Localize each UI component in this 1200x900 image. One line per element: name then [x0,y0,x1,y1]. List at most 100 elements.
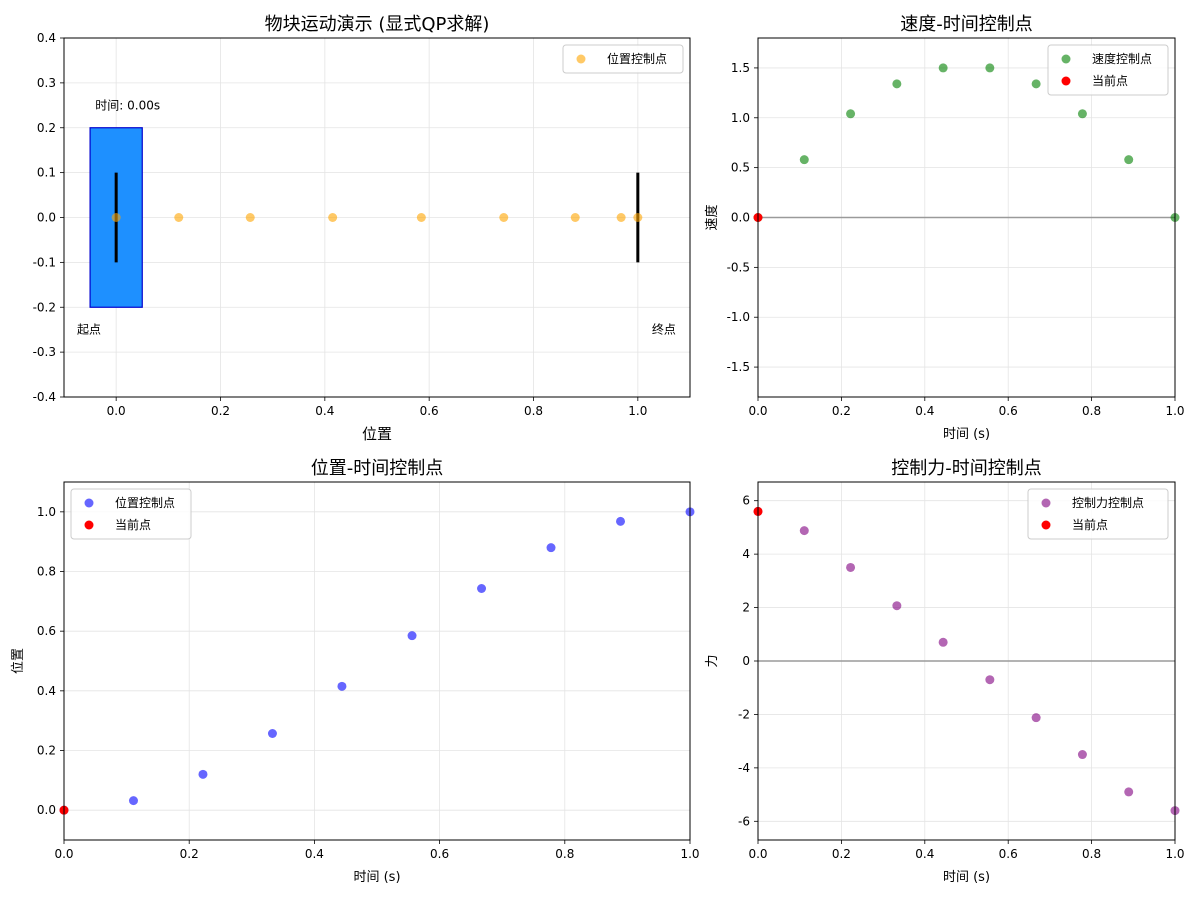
y-axis-label: 位置 [11,648,26,674]
data-point [616,213,626,222]
y-tick-label: -0.2 [33,300,56,314]
legend-marker [84,520,94,530]
y-tick-label: 0.0 [37,803,56,817]
data-point [1124,787,1134,797]
x-tick-label: 0.8 [555,847,574,861]
chart-title: 速度-时间控制点 [900,14,1033,35]
data-point [846,562,856,572]
x-tick-label: 1.0 [1165,847,1184,861]
chart-1: 0.0 0.2 0.4 0.6 0.8 1.0 -1.5 -1.0 -0.5 0.0 0.5 1.0 1… [704,14,1185,442]
data-point [328,213,338,222]
y-tick-label: -1.0 [727,310,750,324]
axes-frame [757,481,1176,841]
data-point [477,584,487,594]
data-point [938,637,948,647]
data-point [892,79,902,89]
y-tick-label: 6 [742,494,750,508]
y-tick-label: 0.1 [37,166,56,180]
y-tick-label: 1.0 [37,505,56,519]
x-axis-label: 位置 [362,425,392,443]
data-point [985,675,995,685]
y-tick-label: 1.0 [731,111,750,125]
chart-title: 位置-时间控制点 [311,458,444,479]
y-tick-label: -0.3 [33,345,56,359]
chart-title: 控制力-时间控制点 [891,458,1042,479]
y-tick-label: 1.5 [731,61,750,75]
start-label: 起点 [77,323,101,337]
data-point [570,213,580,222]
data-point [198,769,208,779]
y-tick-label: -0.4 [33,390,56,404]
y-tick-label: 0.4 [37,684,56,698]
data-point [633,213,643,222]
data-point [799,155,809,165]
x-tick-label: 0.2 [180,847,199,861]
data-point [985,63,995,73]
y-tick-label: 0.0 [731,211,750,225]
data-point [245,213,255,222]
axes-frame [63,481,691,841]
legend-label: 控制力控制点 [1072,496,1144,510]
x-tick-label: 0.0 [54,847,73,861]
data-point [499,213,509,222]
data-point [128,796,138,806]
y-tick-label: 0.4 [37,31,56,45]
legend-label: 速度控制点 [1092,51,1152,66]
x-tick-label: 0.0 [748,847,767,861]
x-tick-label: 0.2 [211,404,230,418]
data-point [1031,713,1041,723]
x-tick-label: 0.0 [748,404,767,418]
x-tick-label: 0.8 [1082,847,1101,861]
y-tick-label: 0.0 [37,211,56,225]
data-point [407,631,417,641]
data-point [337,681,347,691]
data-point [1031,79,1041,89]
x-axis-label: 时间 (s) [353,870,400,885]
x-tick-label: 0.6 [430,847,449,861]
data-point [616,516,626,526]
x-tick-label: 0.6 [999,847,1018,861]
legend-label: 位置控制点 [115,495,175,510]
legend-box [1027,488,1169,540]
y-tick-label: -4 [738,761,750,775]
legend-marker [84,498,94,508]
data-point [1077,109,1087,119]
data-point [416,213,426,222]
data-point [546,543,556,553]
legend-box [70,488,192,540]
chart-3: 0.0 0.2 0.4 0.6 0.8 1.0 -6 -4 -2 0 2 4 6 控制力-时间控制点时间 … [705,458,1185,885]
y-tick-label: 0.2 [37,121,56,135]
x-tick-label: 0.2 [832,404,851,418]
data-point [174,213,184,222]
legend-marker [1041,498,1051,508]
x-tick-label: 0.2 [832,847,851,861]
y-tick-label: 4 [742,547,750,561]
legend: 位置控制点 [562,44,684,74]
x-axis-label: 时间 (s) [943,870,990,885]
data-point [1077,750,1087,760]
legend-label: 当前点 [1072,517,1108,532]
legend-label: 当前点 [115,517,151,532]
axes-frame [757,37,1176,398]
data-point [799,526,809,536]
x-tick-label: 0.6 [420,404,439,418]
y-axis-label: 速度 [704,204,720,230]
data-point [1124,155,1134,165]
x-tick-label: 0.4 [915,847,934,861]
data-point [892,601,902,611]
y-tick-label: 0 [742,654,750,668]
legend-box [562,44,684,74]
legend-marker [1061,76,1071,86]
x-tick-label: 1.0 [680,847,699,861]
chart-0: 0.0 0.2 0.4 0.6 0.8 1.0 -0.4 -0.3 -0.2 -0.1 0.0 0.1… [33,14,691,443]
y-tick-label: -0.5 [727,260,750,274]
end-label: 终点 [652,322,676,337]
legend-marker [1061,54,1071,64]
data-point [111,213,121,222]
x-tick-label: 0.0 [107,404,126,418]
y-tick-label: 0.3 [37,76,56,90]
legend-box [1047,44,1169,96]
x-tick-label: 0.8 [524,404,543,418]
